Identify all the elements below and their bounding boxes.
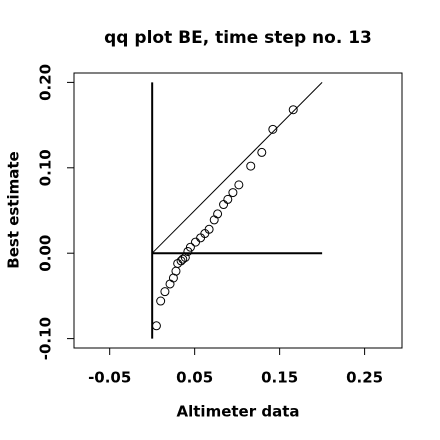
point	[165, 279, 175, 289]
point	[219, 200, 229, 210]
y-tick-label: -0.10	[37, 317, 55, 360]
x-tick-label: 0.25	[346, 369, 383, 387]
reference-line	[151, 82, 323, 254]
point	[178, 254, 188, 264]
x-tick-label: 0.15	[261, 369, 298, 387]
point	[228, 188, 238, 198]
point	[288, 105, 298, 115]
point	[234, 180, 244, 190]
point	[209, 215, 219, 225]
plot-frame	[73, 72, 403, 349]
point	[171, 266, 181, 276]
point	[213, 209, 223, 219]
y-axis-label: Best estimate	[5, 151, 23, 268]
x-tick-label: 0.05	[176, 369, 213, 387]
point	[180, 252, 190, 262]
point	[191, 237, 201, 247]
point	[160, 287, 170, 297]
chart-title: qq plot BE, time step no. 13	[104, 28, 372, 48]
point	[246, 161, 256, 171]
x-axis-label: Altimeter data	[177, 403, 300, 421]
point	[156, 296, 166, 306]
y-tick-label: 0.20	[37, 64, 55, 101]
point	[268, 124, 278, 134]
y-tick-label: 0.00	[37, 235, 55, 272]
point	[185, 242, 195, 252]
point	[183, 246, 193, 256]
y-tick-label: 0.10	[37, 149, 55, 186]
point	[257, 147, 267, 157]
x-tick-label: -0.05	[88, 369, 131, 387]
point	[223, 194, 233, 204]
point	[151, 321, 161, 331]
point	[204, 224, 214, 234]
